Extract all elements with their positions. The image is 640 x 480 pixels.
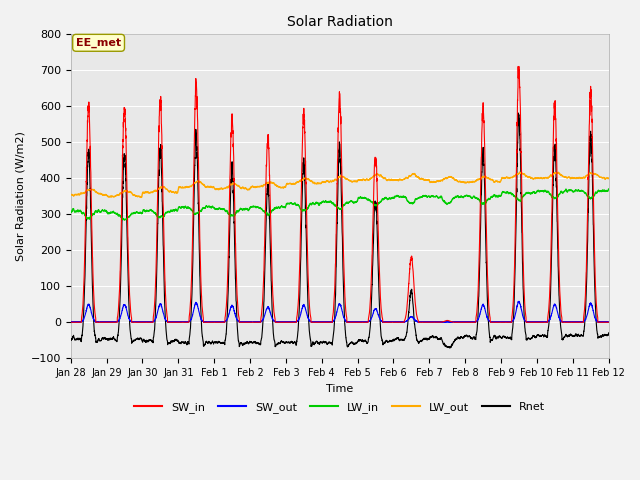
SW_out xyxy=(515,299,523,304)
Text: EE_met: EE_met xyxy=(76,37,121,48)
SW_out xyxy=(67,319,74,325)
SW_out xyxy=(604,319,612,325)
LW_out xyxy=(164,187,172,192)
LW_in xyxy=(604,188,612,193)
Rnet xyxy=(604,332,612,338)
SW_in xyxy=(515,63,523,69)
Rnet xyxy=(67,336,74,342)
Rnet xyxy=(515,110,522,116)
Legend: SW_in, SW_out, LW_in, LW_out, Rnet: SW_in, SW_out, LW_in, LW_out, Rnet xyxy=(130,397,550,418)
SW_in xyxy=(605,319,612,325)
Line: SW_out: SW_out xyxy=(70,301,609,322)
LW_in xyxy=(121,217,129,223)
LW_out xyxy=(67,192,74,198)
Y-axis label: Solar Radiation (W/m2): Solar Radiation (W/m2) xyxy=(15,132,25,261)
LW_out xyxy=(491,179,499,185)
LW_in xyxy=(164,209,172,215)
SW_in xyxy=(460,319,468,325)
SW_in xyxy=(491,319,499,325)
SW_out xyxy=(460,319,468,324)
SW_in xyxy=(163,314,171,320)
SW_out xyxy=(182,319,190,325)
Rnet xyxy=(605,330,612,336)
Line: LW_out: LW_out xyxy=(70,172,609,197)
LW_in xyxy=(460,193,468,199)
Rnet xyxy=(430,335,438,340)
Rnet xyxy=(319,339,327,345)
LW_out xyxy=(516,169,524,175)
LW_in xyxy=(605,186,612,192)
SW_out xyxy=(605,319,612,325)
SW_in xyxy=(67,319,74,325)
Rnet xyxy=(446,345,454,351)
SW_out xyxy=(163,319,171,324)
LW_in xyxy=(562,186,570,192)
SW_in xyxy=(430,319,438,325)
LW_in xyxy=(491,192,499,198)
Rnet xyxy=(460,334,468,340)
Line: SW_in: SW_in xyxy=(70,66,609,322)
LW_out xyxy=(460,180,468,185)
LW_out xyxy=(431,179,438,185)
LW_out xyxy=(137,194,145,200)
Rnet xyxy=(491,332,499,338)
LW_in xyxy=(67,209,74,215)
X-axis label: Time: Time xyxy=(326,384,353,394)
LW_out xyxy=(605,176,612,181)
Title: Solar Radiation: Solar Radiation xyxy=(287,15,392,29)
SW_in xyxy=(604,319,612,325)
LW_out xyxy=(604,175,612,181)
SW_in xyxy=(319,319,327,325)
LW_out xyxy=(319,180,327,185)
LW_in xyxy=(319,198,327,204)
Rnet xyxy=(163,337,171,343)
SW_out xyxy=(431,319,438,324)
SW_out xyxy=(319,319,327,325)
Line: LW_in: LW_in xyxy=(70,189,609,220)
SW_out xyxy=(491,319,499,325)
Line: Rnet: Rnet xyxy=(70,113,609,348)
LW_in xyxy=(431,194,438,200)
